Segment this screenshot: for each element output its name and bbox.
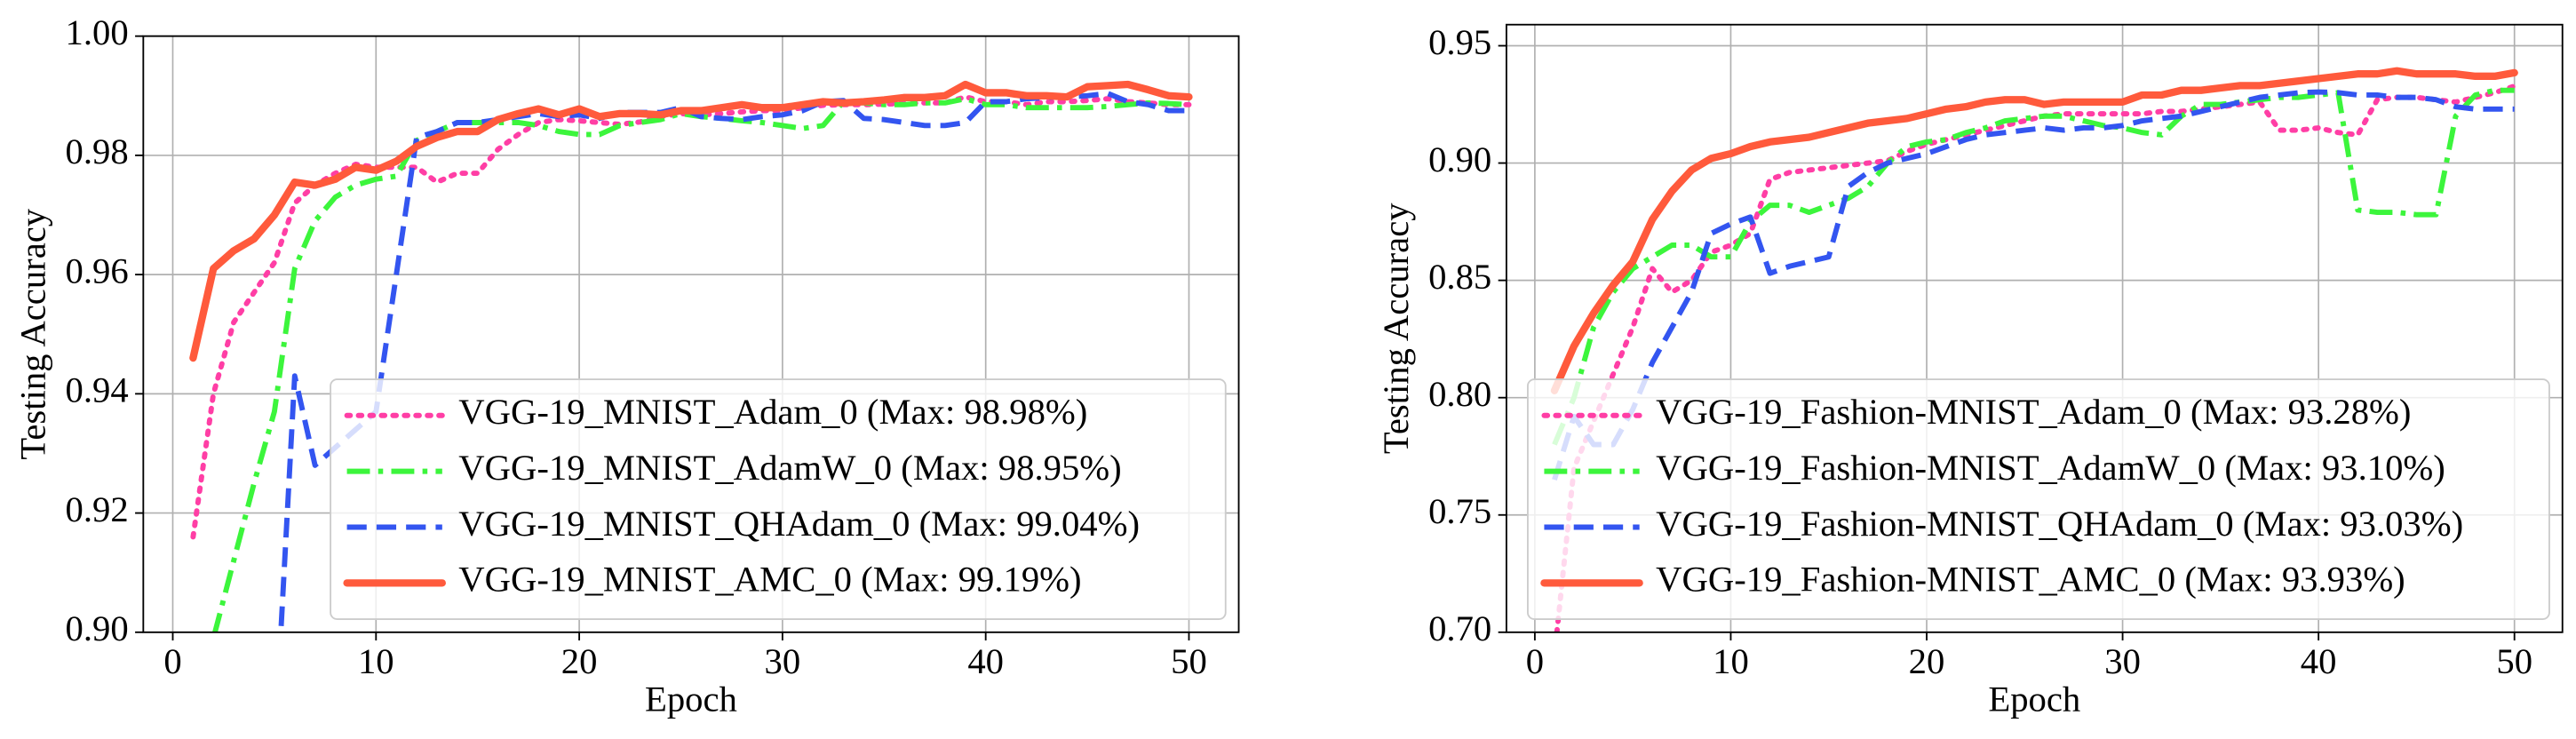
- y-tick-label: 0.70: [1428, 608, 1491, 648]
- series-line: [1552, 89, 2515, 481]
- axes-frame: [142, 35, 1240, 633]
- x-tick-label: 30: [765, 641, 801, 681]
- legend-label: VGG-19_MNIST_Adam_0 (Max: 98.98%): [458, 392, 1087, 432]
- series-line: [1554, 83, 2517, 632]
- y-tick-label: 0.96: [66, 250, 129, 290]
- x-axis-label: Epoch: [1988, 679, 2080, 719]
- y-tick-label: 0.75: [1428, 491, 1491, 531]
- chart: 0.90 0.92 0.94 0.96 0.98 1.00 0 10 20 30 40 50 Epoch…: [12, 12, 1240, 719]
- y-tick-label: 0.85: [1428, 257, 1491, 297]
- x-tick-label: 0: [1526, 641, 1544, 681]
- y-tick-label: 0.95: [1428, 22, 1491, 62]
- legend-box: [1527, 378, 2550, 620]
- x-tick-label: 10: [358, 641, 394, 681]
- chart: 0.70 0.75 0.80 0.85 0.90 0.95 0 10 20 30 40 50 Epoch…: [1376, 22, 2564, 719]
- series-line: [1550, 67, 2518, 394]
- x-tick-label: 40: [2301, 641, 2337, 681]
- x-tick-label: 40: [967, 641, 1004, 681]
- x-tick-label: 0: [163, 641, 181, 681]
- y-tick-label: 0.80: [1428, 374, 1491, 414]
- y-tick-label: 0.98: [66, 131, 129, 171]
- y-axis-label: Testing Accuracy: [12, 208, 52, 459]
- series-line: [189, 80, 1193, 362]
- legend-box: [330, 378, 1227, 620]
- legend: VGG-19_Fashion-MNIST_Adam_0 (Max: 93.28%…: [1527, 378, 2550, 620]
- series-line: [211, 96, 1189, 632]
- legend-label: VGG-19_MNIST_AdamW_0 (Max: 98.95%): [458, 448, 1121, 488]
- x-tick-label: 20: [1909, 641, 1945, 681]
- y-tick-label: 0.92: [66, 489, 129, 529]
- legend-label: VGG-19_Fashion-MNIST_Adam_0 (Max: 93.28%…: [1656, 392, 2411, 432]
- y-tick-label: 0.90: [1428, 139, 1491, 179]
- legend-label: VGG-19_MNIST_AMC_0 (Max: 99.19%): [458, 560, 1081, 600]
- legend-label: VGG-19_Fashion-MNIST_AdamW_0 (Max: 93.10…: [1656, 448, 2445, 488]
- legend-label: VGG-19_MNIST_QHAdam_0 (Max: 99.04%): [458, 504, 1140, 544]
- y-tick-label: 0.90: [66, 608, 129, 648]
- y-tick-label: 1.00: [66, 12, 129, 52]
- x-axis-label: Epoch: [645, 679, 737, 719]
- series-line: [1552, 87, 2515, 446]
- legend: VGG-19_MNIST_Adam_0 (Max: 98.98%) VGG-19_…: [330, 378, 1227, 620]
- x-tick-label: 10: [1713, 641, 1749, 681]
- y-axis-label: Testing Accuracy: [1376, 203, 1416, 454]
- x-tick-label: 30: [2104, 641, 2141, 681]
- x-tick-label: 50: [2496, 641, 2532, 681]
- axes-frame: [1505, 23, 2564, 633]
- x-tick-label: 50: [1171, 641, 1207, 681]
- y-tick-label: 0.94: [66, 370, 129, 410]
- legend-label: VGG-19_Fashion-MNIST_AMC_0 (Max: 93.93%): [1656, 560, 2405, 600]
- x-tick-label: 20: [561, 641, 598, 681]
- legend-label: VGG-19_Fashion-MNIST_QHAdam_0 (Max: 93.0…: [1656, 504, 2463, 544]
